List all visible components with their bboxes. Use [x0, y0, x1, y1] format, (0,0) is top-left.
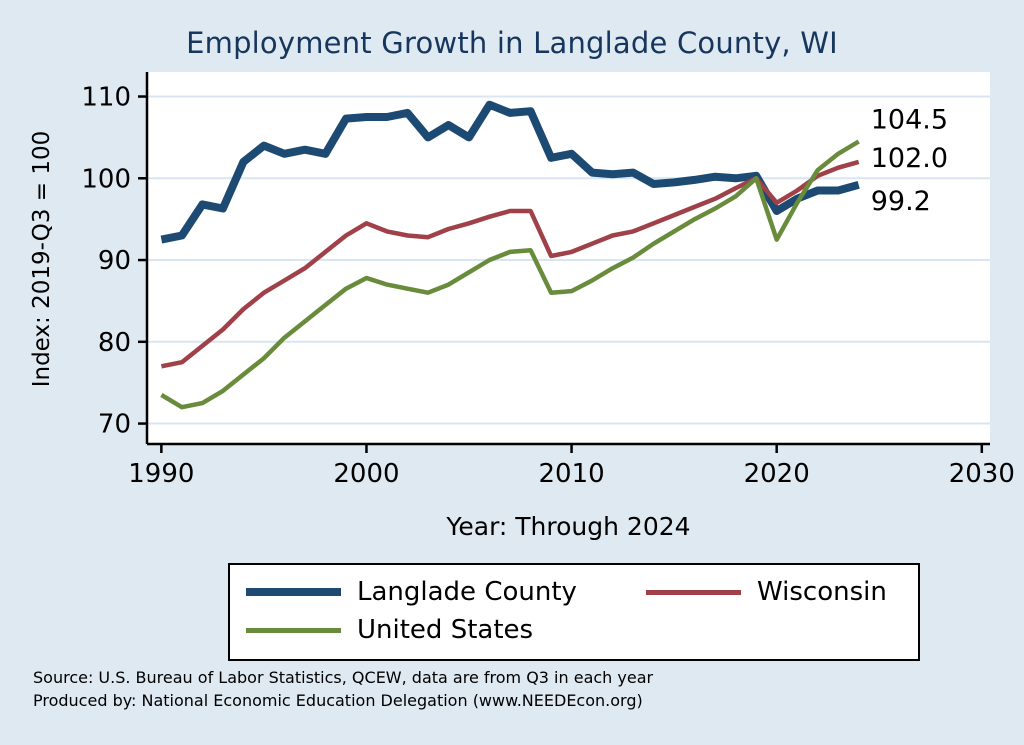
legend: Langlade County Wisconsin United States: [228, 563, 920, 661]
legend-item-united-states: United States: [246, 615, 646, 645]
produced-by-note: Produced by: National Economic Education…: [33, 691, 643, 710]
x-tick-label: 1990: [128, 459, 194, 489]
legend-label-langlade-county: Langlade County: [357, 577, 577, 607]
end-label-langlade-county: 99.2: [871, 186, 931, 217]
x-tick-label: 2010: [538, 459, 604, 489]
series-line-langlade-county: [160, 100, 860, 244]
x-tick-label: 2000: [333, 459, 399, 489]
legend-line-swatch-wisconsin: [646, 589, 741, 595]
source-note: Source: U.S. Bureau of Labor Statistics,…: [33, 668, 654, 687]
legend-line-swatch-langlade-county: [246, 588, 341, 596]
legend-item-langlade-county: Langlade County: [246, 577, 646, 607]
legend-item-wisconsin: Wisconsin: [646, 577, 918, 607]
legend-line-swatch-united-states: [246, 627, 341, 633]
x-tick-label: 2020: [744, 459, 810, 489]
series-line-wisconsin: [160, 159, 860, 369]
legend-label-wisconsin: Wisconsin: [757, 577, 887, 607]
chart-title: Employment Growth in Langlade County, WI: [186, 26, 838, 60]
y-axis-title: Index: 2019-Q3 = 100: [29, 130, 55, 388]
y-tick-label: 100: [81, 164, 131, 194]
y-tick-label: 110: [81, 83, 131, 113]
plot-background: [147, 72, 990, 444]
y-tick-label: 70: [98, 410, 131, 440]
series-line-united-states: [160, 139, 860, 410]
x-axis-title: Year: Through 2024: [446, 512, 691, 541]
plot-area: 110 100 90 80 70 1990 2000 2010 2020 2030 99.2 102.…: [81, 72, 1015, 489]
x-tick-label: 2030: [949, 459, 1015, 489]
y-tick-label: 80: [98, 328, 131, 358]
end-label-wisconsin: 102.0: [871, 143, 948, 174]
y-tick-label: 90: [98, 246, 131, 276]
legend-label-united-states: United States: [357, 615, 534, 645]
end-label-united-states: 104.5: [871, 104, 948, 135]
